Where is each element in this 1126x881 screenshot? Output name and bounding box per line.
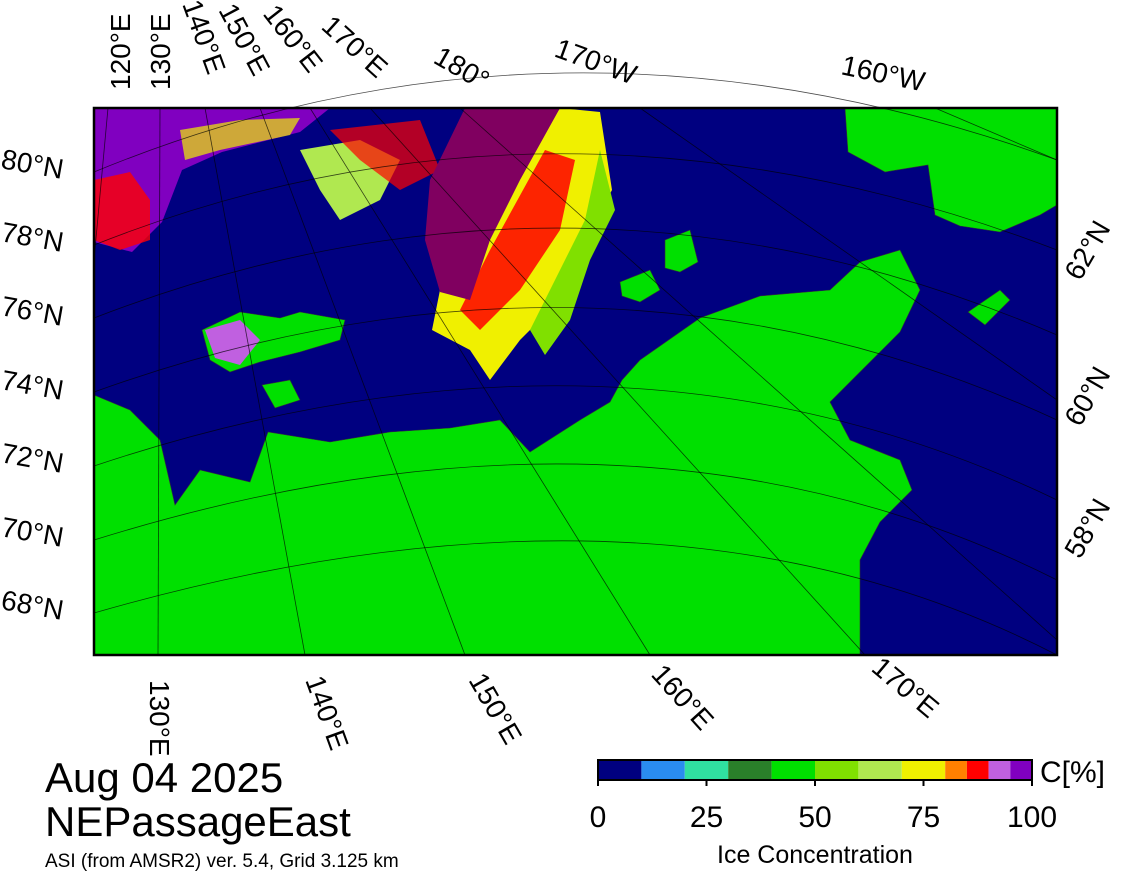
left-label: 78°N [0, 216, 66, 257]
sea-ice [330, 120, 440, 190]
bottom-label: 170°E [866, 651, 945, 724]
bottom-label: 130°E [144, 680, 175, 757]
colorbar: 0 25 50 75 100 [590, 759, 1057, 834]
colorbar-segment [728, 760, 772, 780]
colorbar-unit: C[%] [1040, 756, 1105, 789]
left-label: 72°N [0, 437, 66, 478]
colorbar-tick-label: 75 [907, 801, 940, 834]
colorbar-tick-label: 100 [1007, 801, 1057, 834]
sea-ice [94, 172, 150, 250]
bottom-label: 160°E [646, 658, 720, 736]
colorbar-segment [1010, 760, 1032, 780]
bottom-label: 150°E [463, 668, 528, 750]
colorbar-tick-label: 50 [798, 801, 831, 834]
sea-ice [530, 150, 615, 355]
island [619, 269, 661, 303]
island [261, 379, 301, 409]
sea-ice [425, 108, 560, 300]
credit: ASI (from AMSR2) ver. 5.4, Grid 3.125 km [45, 851, 399, 872]
top-label: 170°E [316, 9, 394, 83]
top-label: 170°W [551, 33, 641, 91]
land [93, 249, 921, 656]
island [664, 229, 699, 273]
colorbar-tick-label: 0 [590, 801, 607, 834]
colorbar-segment [858, 760, 902, 780]
left-label: 70°N [0, 511, 66, 552]
right-label: 62°N [1058, 215, 1116, 285]
bottom-label: 140°E [299, 671, 354, 754]
colorbar-tick-label: 25 [690, 801, 723, 834]
colorbar-segment [815, 760, 859, 780]
graticule [93, 72, 1058, 656]
top-label: 130°E [145, 13, 176, 90]
left-label: 74°N [0, 364, 66, 405]
colorbar-segment [684, 760, 729, 780]
left-label: 80°N [0, 143, 66, 184]
region: NEPassageEast [45, 798, 351, 845]
colorbar-segment [901, 760, 946, 780]
left-label: 68°N [0, 584, 66, 625]
map [92, 72, 1059, 657]
colorbar-segment [945, 760, 967, 780]
sea-ice [94, 108, 330, 252]
date: Aug 04 2025 [45, 754, 283, 801]
colorbar-segment [598, 760, 642, 780]
sea-ice [180, 118, 300, 160]
top-label: 120°E [105, 13, 136, 90]
left-label: 76°N [0, 290, 66, 331]
top-label: 160°W [839, 50, 929, 98]
colorbar-segment [771, 760, 815, 780]
sea-ice [205, 320, 260, 365]
top-label: 180° [429, 40, 495, 96]
colorbar-segment [641, 760, 685, 780]
right-label: 60°N [1058, 361, 1116, 431]
map-frame [92, 106, 1059, 657]
colorbar-segment [966, 760, 989, 780]
right-label: 58°N [1058, 493, 1116, 563]
colorbar-label: Ice Concentration [717, 841, 913, 869]
sea-ice [460, 150, 575, 330]
colorbar-segment [988, 760, 1011, 780]
